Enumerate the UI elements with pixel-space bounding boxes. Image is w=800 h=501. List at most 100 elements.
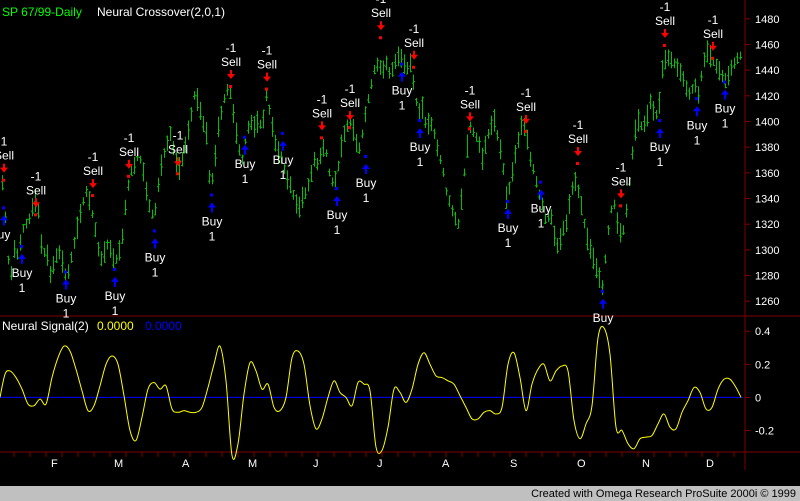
price-bar — [433, 128, 436, 139]
buy-arrow-head — [62, 279, 70, 285]
price-bar — [490, 115, 493, 136]
price-bar — [427, 112, 430, 135]
price-bar — [259, 119, 262, 129]
buy-qty: 1 — [19, 281, 26, 295]
price-bar — [688, 87, 691, 100]
price-bar — [730, 59, 733, 76]
price-bar — [25, 218, 28, 229]
price-bar — [517, 131, 520, 149]
price-tick-label: 1280 — [755, 271, 779, 283]
buy-arrow-head — [721, 89, 729, 95]
sell-arrow-head — [346, 115, 354, 121]
buy-arrow-head — [416, 128, 424, 134]
price-bar — [139, 155, 142, 164]
sell-arrow-shaft — [177, 157, 179, 163]
buy-label: Buy — [410, 140, 431, 154]
signal-title: Neural Signal(2) — [2, 319, 89, 333]
price-bar — [439, 154, 442, 165]
price-bar — [595, 258, 598, 279]
price-bar — [583, 218, 586, 229]
price-bar — [706, 40, 709, 63]
buy-dot — [20, 244, 23, 248]
buy-arrow-head — [362, 164, 370, 169]
price-bar — [37, 202, 40, 219]
price-bar — [97, 241, 100, 257]
price-bar — [106, 239, 109, 250]
price-bar — [337, 160, 340, 172]
sell-signal: Sell-1 — [312, 92, 332, 140]
price-bar — [142, 162, 145, 182]
price-bar — [346, 119, 349, 132]
price-bar — [529, 151, 532, 167]
price-bar — [289, 176, 292, 194]
price-bar — [571, 181, 574, 195]
price-bar — [70, 251, 73, 263]
sell-label: Sell — [221, 55, 241, 69]
buy-qty: 1 — [242, 172, 249, 186]
price-bar — [520, 115, 523, 135]
price-bar — [163, 148, 166, 158]
price-bar — [235, 122, 238, 145]
price-bar — [478, 136, 481, 153]
buy-qty: 1 — [334, 223, 341, 237]
price-bar — [544, 213, 547, 225]
sell-signal: Sell-1 — [611, 160, 631, 208]
sell-signal: Sell-1 — [221, 41, 241, 88]
buy-arrow-shaft — [244, 149, 246, 155]
price-bar — [391, 62, 394, 77]
buy-label: Buy — [356, 176, 377, 190]
buy-arrow-shaft — [602, 303, 604, 309]
buy-qty: 1 — [399, 99, 406, 113]
price-bar — [184, 136, 187, 153]
buy-arrow-head — [208, 202, 216, 208]
price-bar — [49, 266, 52, 284]
sell-arrow-head — [125, 163, 133, 169]
sell-label: Sell — [83, 164, 103, 178]
buy-arrow-head — [333, 196, 341, 202]
price-bar — [82, 197, 85, 206]
price-bar — [328, 168, 331, 177]
price-bar — [85, 186, 88, 198]
price-bar — [715, 58, 718, 74]
price-bar — [265, 89, 268, 102]
buy-dot — [723, 80, 726, 84]
sell-arrow-head — [32, 202, 40, 208]
price-bar — [670, 51, 673, 69]
buy-qty: 1 — [538, 217, 545, 231]
price-bar — [124, 199, 127, 215]
price-bar — [145, 181, 148, 201]
buy-qty: 1 — [363, 191, 370, 205]
buy-label: Buy — [327, 208, 348, 222]
price-bar — [220, 105, 223, 120]
buy-arrow-head — [151, 238, 159, 244]
price-bar — [586, 227, 589, 251]
price-bar — [514, 144, 517, 164]
price-bar — [640, 121, 643, 131]
price-bar — [94, 222, 97, 238]
buy-arrow-shaft — [65, 284, 67, 290]
sell-dot — [348, 126, 351, 130]
signal-tick-label: -0.2 — [755, 425, 774, 437]
price-bar — [634, 119, 637, 141]
signal-series-2-value: 0.0000 — [145, 319, 182, 333]
price-bar — [388, 66, 391, 79]
sell-arrow-shaft — [3, 163, 5, 169]
price-bar — [157, 177, 160, 193]
price-bar — [91, 210, 94, 219]
sell-arrow-head — [174, 161, 182, 167]
price-bar — [22, 224, 25, 233]
sell-signal: Sell-1 — [568, 118, 588, 165]
sell-arrow-shaft — [128, 159, 130, 165]
price-bar — [76, 216, 79, 240]
price-tick-label: 1460 — [755, 40, 779, 52]
price-bar — [694, 78, 697, 93]
sell-qty: -1 — [345, 82, 356, 96]
price-bar — [484, 135, 487, 154]
month-label: A — [442, 458, 450, 470]
price-bar — [709, 44, 712, 68]
price-bar — [232, 103, 235, 124]
price-bar — [316, 157, 319, 171]
